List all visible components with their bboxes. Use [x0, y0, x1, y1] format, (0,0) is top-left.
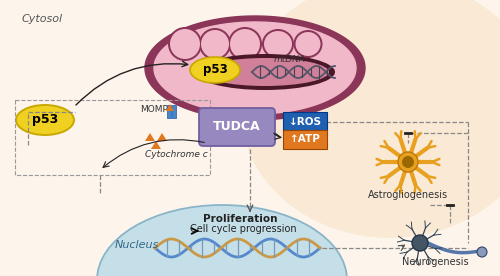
FancyBboxPatch shape [199, 108, 275, 146]
Text: Cytosol: Cytosol [22, 14, 63, 24]
FancyBboxPatch shape [283, 130, 327, 149]
Text: ↑ATP: ↑ATP [290, 134, 320, 145]
Polygon shape [166, 104, 174, 111]
Polygon shape [154, 22, 356, 114]
Ellipse shape [16, 105, 74, 135]
Ellipse shape [201, 30, 229, 58]
Ellipse shape [296, 32, 320, 56]
FancyBboxPatch shape [167, 105, 170, 118]
Ellipse shape [201, 58, 329, 86]
Text: p53: p53 [32, 113, 58, 126]
Circle shape [398, 152, 418, 172]
Ellipse shape [170, 29, 200, 59]
Ellipse shape [230, 29, 260, 59]
Circle shape [477, 247, 487, 257]
Ellipse shape [228, 27, 262, 61]
Polygon shape [145, 133, 155, 141]
Ellipse shape [168, 27, 202, 61]
Ellipse shape [195, 54, 335, 90]
Ellipse shape [190, 57, 240, 83]
FancyBboxPatch shape [172, 105, 176, 118]
FancyBboxPatch shape [283, 112, 327, 131]
Text: MOMP: MOMP [140, 105, 168, 114]
Polygon shape [157, 133, 167, 141]
Ellipse shape [97, 205, 347, 276]
Ellipse shape [264, 31, 292, 57]
Text: Cell cycle progression: Cell cycle progression [190, 224, 296, 234]
Polygon shape [151, 141, 161, 149]
Text: mtDNA: mtDNA [274, 55, 306, 65]
Text: p53: p53 [202, 63, 228, 76]
Circle shape [402, 156, 414, 168]
Circle shape [412, 235, 428, 251]
Text: ↓ROS: ↓ROS [288, 116, 322, 126]
Text: Cytochrome c: Cytochrome c [145, 150, 208, 159]
Text: Neurogenesis: Neurogenesis [402, 257, 468, 267]
Text: TUDCA: TUDCA [213, 121, 261, 134]
Polygon shape [145, 16, 365, 120]
Ellipse shape [262, 29, 294, 59]
Text: Proliferation: Proliferation [203, 214, 277, 224]
Ellipse shape [199, 28, 231, 60]
Ellipse shape [240, 0, 500, 238]
Text: Nucleus: Nucleus [115, 240, 159, 250]
Ellipse shape [294, 30, 322, 58]
Text: Astrogliogenesis: Astrogliogenesis [368, 190, 448, 200]
